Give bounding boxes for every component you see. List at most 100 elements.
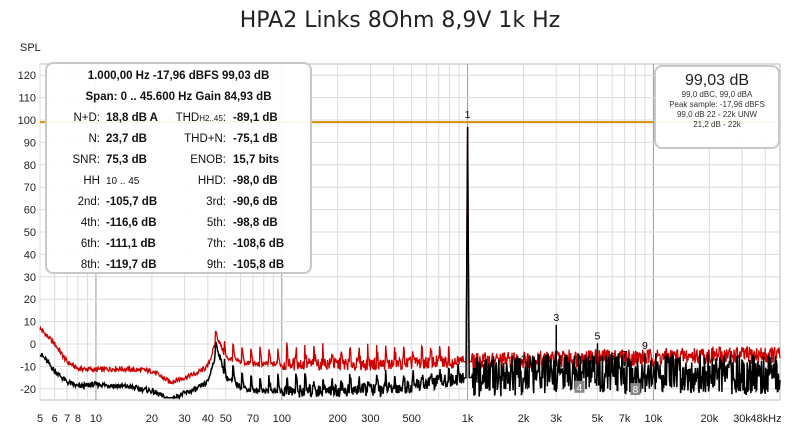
- harmonic-label: 5: [595, 330, 601, 342]
- x-tick-label: 20: [146, 413, 158, 425]
- x-tick-label: 10k: [645, 413, 663, 425]
- harmonic-label: 7: [622, 349, 628, 361]
- stats-label: HHD:: [197, 175, 226, 187]
- y-tick-label: 30: [24, 272, 36, 284]
- stats-label: 4th:: [80, 217, 100, 229]
- harmonic-label: 6: [609, 351, 615, 363]
- summary-line: Peak sample: -17,96 dBFS: [669, 100, 765, 109]
- stats-row: N+D: 18,8 dB A THDH2..45: -89,1 dB: [47, 112, 310, 130]
- stats-label-subscript: H2..45: [199, 114, 223, 123]
- x-tick-label: 6: [52, 413, 58, 425]
- x-tick-label: 40: [202, 413, 214, 425]
- harmonic-label: 2: [521, 353, 527, 365]
- stats-value: -116,6 dB: [106, 217, 157, 229]
- x-tick-label: 7k: [619, 413, 631, 425]
- x-tick-label: 30: [178, 413, 190, 425]
- stats-line2: Span: 0 .. 45.600 Hz Gain 84,93 dB: [85, 91, 272, 103]
- y-tick-label: 50: [24, 227, 36, 239]
- y-tick-label: 90: [24, 137, 36, 149]
- stats-value: 75,3 dB: [106, 154, 147, 166]
- x-tick-label: 5k: [592, 413, 604, 425]
- y-tick-label: 20: [24, 294, 36, 306]
- x-tick-label: 8: [75, 413, 81, 425]
- stats-value: 18,8 dB A: [106, 112, 158, 124]
- x-tick-label: 100: [273, 413, 291, 425]
- stats-value: -90,6 dB: [233, 196, 278, 208]
- x-tick-label: 70: [247, 413, 259, 425]
- x-tick-label: 7: [64, 413, 70, 425]
- stats-panel: 1.000,00 Hz -17,96 dBFS 99,03 dB Span: 0…: [45, 62, 312, 274]
- stats-value: -98,8 dB: [233, 217, 278, 229]
- harmonic-label-box: [630, 383, 641, 396]
- summary-line: 99,0 dB 22 - 22k UNW: [676, 110, 758, 119]
- stats-label: 5th:: [206, 217, 226, 229]
- stats-value: -105,8 dB: [233, 259, 285, 271]
- stats-row: N: 23,7 dB THD+N: -75,1 dB: [47, 133, 310, 151]
- stats-value: 15,7 bits: [233, 154, 280, 166]
- summary-panel: 99,03 dB 99,0 dBC, 99,0 dBA Peak sample:…: [654, 65, 780, 149]
- stats-label: THDH2..45:: [175, 112, 226, 124]
- summary-main-value: 99,03 dB: [684, 72, 750, 89]
- x-tick-label: 1k: [462, 413, 474, 425]
- stats-label: 3rd:: [206, 196, 226, 208]
- stats-value: 23,7 dB: [106, 133, 147, 145]
- stats-label: 8th:: [80, 259, 100, 271]
- x-tick-label: 300: [361, 413, 379, 425]
- summary-line: 21,2 dB - 22k: [693, 120, 741, 129]
- y-tick-label: -20: [20, 384, 36, 396]
- stats-row: 6th: -111,1 dB 7th: -108,6 dB: [47, 238, 310, 256]
- stats-row: HH 10 .. 45 HHD: -98,0 dB: [47, 175, 310, 193]
- y-axis-label: SPL: [20, 42, 41, 54]
- stats-label: N+D:: [73, 112, 100, 124]
- stats-value: -105,7 dB: [106, 196, 158, 208]
- stats-row: 2nd: -105,7 dB 3rd: -90,6 dB: [47, 196, 310, 214]
- summary-line: 99,0 dBC, 99,0 dBA: [681, 90, 753, 99]
- stats-label: 2nd:: [77, 196, 100, 208]
- stats-line1: 1.000,00 Hz -17,96 dBFS 99,03 dB: [87, 70, 270, 82]
- x-tick-label: 200: [329, 413, 347, 425]
- y-tick-label: -10: [20, 361, 36, 373]
- harmonic-label: 4: [577, 382, 583, 394]
- stats-value: -119,7 dB: [106, 259, 157, 271]
- y-tick-label: 80: [24, 160, 36, 172]
- stats-row: 4th: -116,6 dB 5th: -98,8 dB: [47, 217, 310, 235]
- stats-value: -89,1 dB: [233, 112, 278, 124]
- x-tick-label: 20k: [700, 413, 718, 425]
- chart-title: HPA2 Links 8Ohm 8,9V 1k Hz: [239, 8, 561, 33]
- y-tick-label: 10: [24, 317, 36, 329]
- stats-label: SNR:: [72, 154, 100, 166]
- stats-value: 10 .. 45: [106, 176, 140, 187]
- y-tick-label: 120: [18, 70, 36, 82]
- x-tick-label: 2k: [518, 413, 530, 425]
- harmonic-label: 8: [632, 384, 638, 396]
- y-tick-label: 40: [24, 249, 36, 261]
- x-tick-label: 10: [90, 413, 102, 425]
- harmonic-label: 3: [553, 312, 559, 324]
- y-tick-label: 60: [24, 205, 36, 217]
- harmonic-label-box: [574, 380, 585, 393]
- x-tick-label: 3k: [550, 413, 562, 425]
- stats-value: -98,0 dB: [233, 175, 278, 187]
- series-line: [39, 126, 781, 386]
- stats-value: -75,1 dB: [233, 133, 278, 145]
- series-line: [39, 126, 781, 400]
- x-tick-label: 500: [402, 413, 420, 425]
- x-tick-label: 50: [220, 413, 232, 425]
- harmonic-label: 9: [642, 340, 648, 352]
- stats-label: HH: [83, 175, 100, 187]
- x-tick-label: 5: [37, 413, 43, 425]
- stats-label: ENOB:: [190, 154, 226, 166]
- stats-label: THD+N:: [184, 133, 226, 145]
- stats-label: 7th:: [206, 238, 226, 250]
- y-tick-label: 0: [30, 339, 36, 351]
- stats-value: -108,6 dB: [233, 238, 285, 250]
- stats-label: N:: [88, 133, 101, 145]
- stats-value: -111,1 dB: [106, 238, 156, 250]
- y-tick-label: 110: [18, 93, 36, 105]
- stats-label: 6th:: [80, 238, 100, 250]
- stats-row: SNR: 75,3 dB ENOB: 15,7 bits: [47, 154, 310, 172]
- stats-label: 9th:: [206, 259, 226, 271]
- y-tick-label: 70: [24, 182, 36, 194]
- x-tick-label: 48kHz: [750, 413, 781, 425]
- harmonic-label: 1: [465, 109, 471, 121]
